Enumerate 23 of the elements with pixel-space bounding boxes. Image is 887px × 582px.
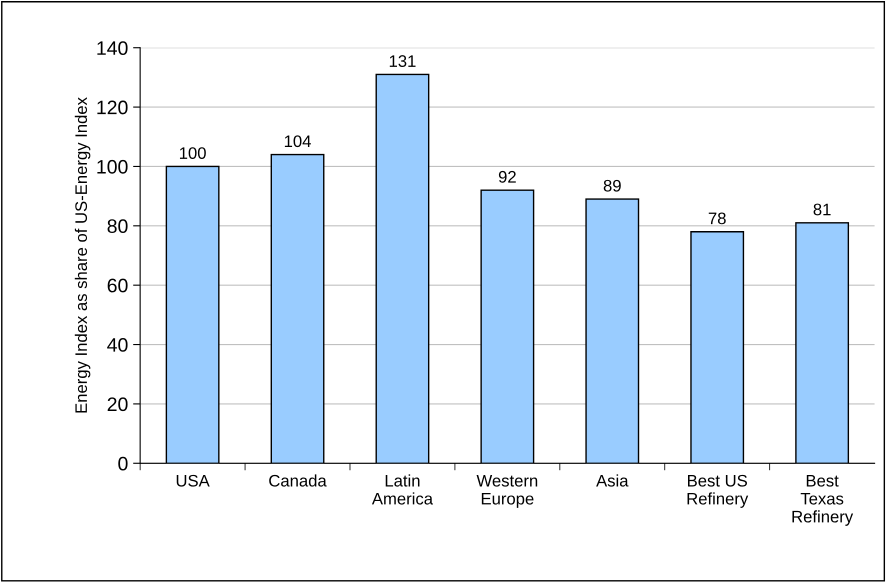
x-tick-label: Asia bbox=[596, 474, 628, 487]
x-tick-label: Best US Refinery bbox=[688, 474, 748, 508]
x-tick-label: USA bbox=[176, 474, 210, 487]
data-label: 104 bbox=[284, 135, 311, 148]
x-tick-label: Best Texas Refinery bbox=[792, 474, 854, 526]
data-label: 89 bbox=[604, 180, 621, 192]
y-tick-label: 20 bbox=[108, 397, 128, 412]
x-tick-label: Western Europe bbox=[476, 474, 538, 508]
y-axis-title: Energy Index as share of US-Energy Index bbox=[74, 97, 90, 413]
data-label: 100 bbox=[180, 147, 206, 159]
data-label: 131 bbox=[390, 55, 416, 67]
data-label: 92 bbox=[498, 170, 516, 183]
y-tick-label: 140 bbox=[97, 41, 128, 55]
y-tick-label: 120 bbox=[97, 100, 128, 114]
y-tick-label: 40 bbox=[107, 338, 128, 352]
x-tick-label: Latin America bbox=[372, 474, 434, 505]
y-tick-label: 60 bbox=[108, 278, 128, 292]
y-tick-label: 80 bbox=[108, 219, 128, 234]
y-tick-label: 100 bbox=[97, 160, 128, 174]
data-label: 78 bbox=[708, 212, 726, 224]
data-label: 81 bbox=[814, 204, 831, 216]
x-tick-label: Canada bbox=[269, 474, 327, 487]
y-tick-label: 0 bbox=[118, 456, 128, 471]
